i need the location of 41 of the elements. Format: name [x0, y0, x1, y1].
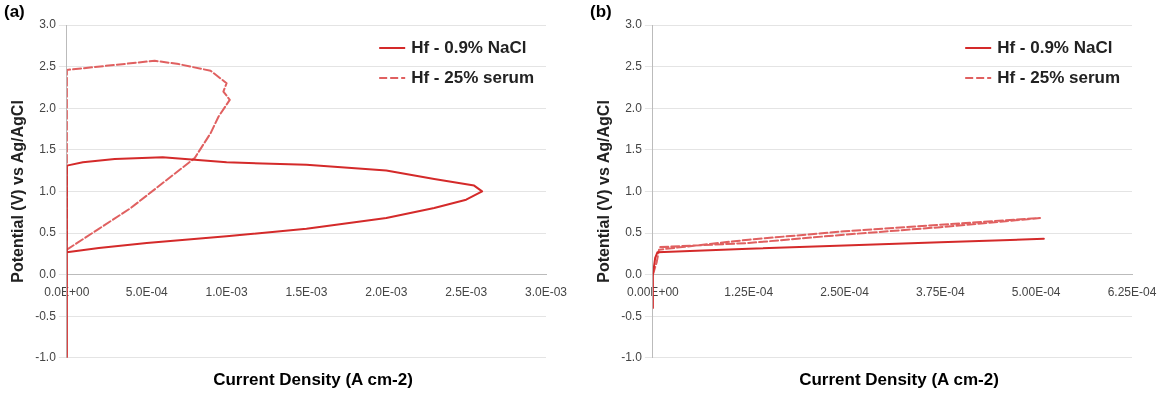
y-tick-label: 2.0 — [625, 100, 643, 115]
y-tick-label: 2.5 — [39, 58, 57, 73]
y-tick-label: 1.0 — [39, 183, 57, 198]
y-tick-label: 3.0 — [625, 17, 643, 32]
y-tick-label: 1.0 — [625, 183, 643, 198]
y-tick-label: 0.0 — [39, 266, 57, 281]
x-tick-label: 2.0E-03 — [365, 285, 408, 300]
y-tick-label: 2.5 — [625, 58, 643, 73]
x-tick-label: 5.0E-04 — [125, 285, 169, 300]
y-tick-label: 0.0 — [625, 266, 643, 281]
y-tick-label: 0.5 — [39, 225, 57, 240]
x-tick-label: 5.00E-04 — [1011, 285, 1061, 300]
x-tick-label: 3.75E-04 — [916, 285, 966, 300]
y-tick-label: 1.5 — [39, 142, 57, 157]
y-tick-label: -1.0 — [621, 350, 643, 365]
x-tick-label: 6.25E-04 — [1107, 285, 1157, 300]
y-axis-title: Potential (V) vs Ag/AgCl — [9, 100, 27, 283]
y-tick-label: -0.5 — [621, 308, 643, 323]
x-tick-label: 3.0E-03 — [524, 285, 568, 300]
x-tick-label: 1.5E-03 — [285, 285, 328, 300]
y-tick-label: 3.0 — [39, 17, 57, 32]
x-tick-label: 2.50E-04 — [820, 285, 870, 300]
y-tick-label: 0.5 — [625, 225, 643, 240]
line-series — [66, 59, 231, 251]
x-axis-title: Current Density (A cm-2) — [798, 370, 1000, 390]
legend-label: Hf - 0.9% NaCl — [411, 37, 527, 57]
x-tick-label: 1.25E-04 — [724, 285, 774, 300]
y-axis-title: Potential (V) vs Ag/AgCl — [595, 100, 613, 283]
line-series — [652, 217, 1042, 276]
x-tick-label: 2.5E-03 — [445, 285, 488, 300]
y-tick-label: 2.0 — [39, 100, 57, 115]
x-axis-title: Current Density (A cm-2) — [212, 370, 414, 390]
chart-title: (b) — [590, 2, 612, 22]
x-tick-label: 1.0E-03 — [205, 285, 248, 300]
legend-label: Hf - 25% serum — [411, 67, 535, 87]
y-tick-label: -0.5 — [35, 308, 57, 323]
y-tick-label: -1.0 — [35, 350, 57, 365]
chart-title: (a) — [4, 2, 25, 22]
y-tick-label: 1.5 — [625, 142, 643, 157]
legend-label: Hf - 0.9% NaCl — [997, 37, 1113, 57]
legend-label: Hf - 25% serum — [997, 67, 1121, 87]
